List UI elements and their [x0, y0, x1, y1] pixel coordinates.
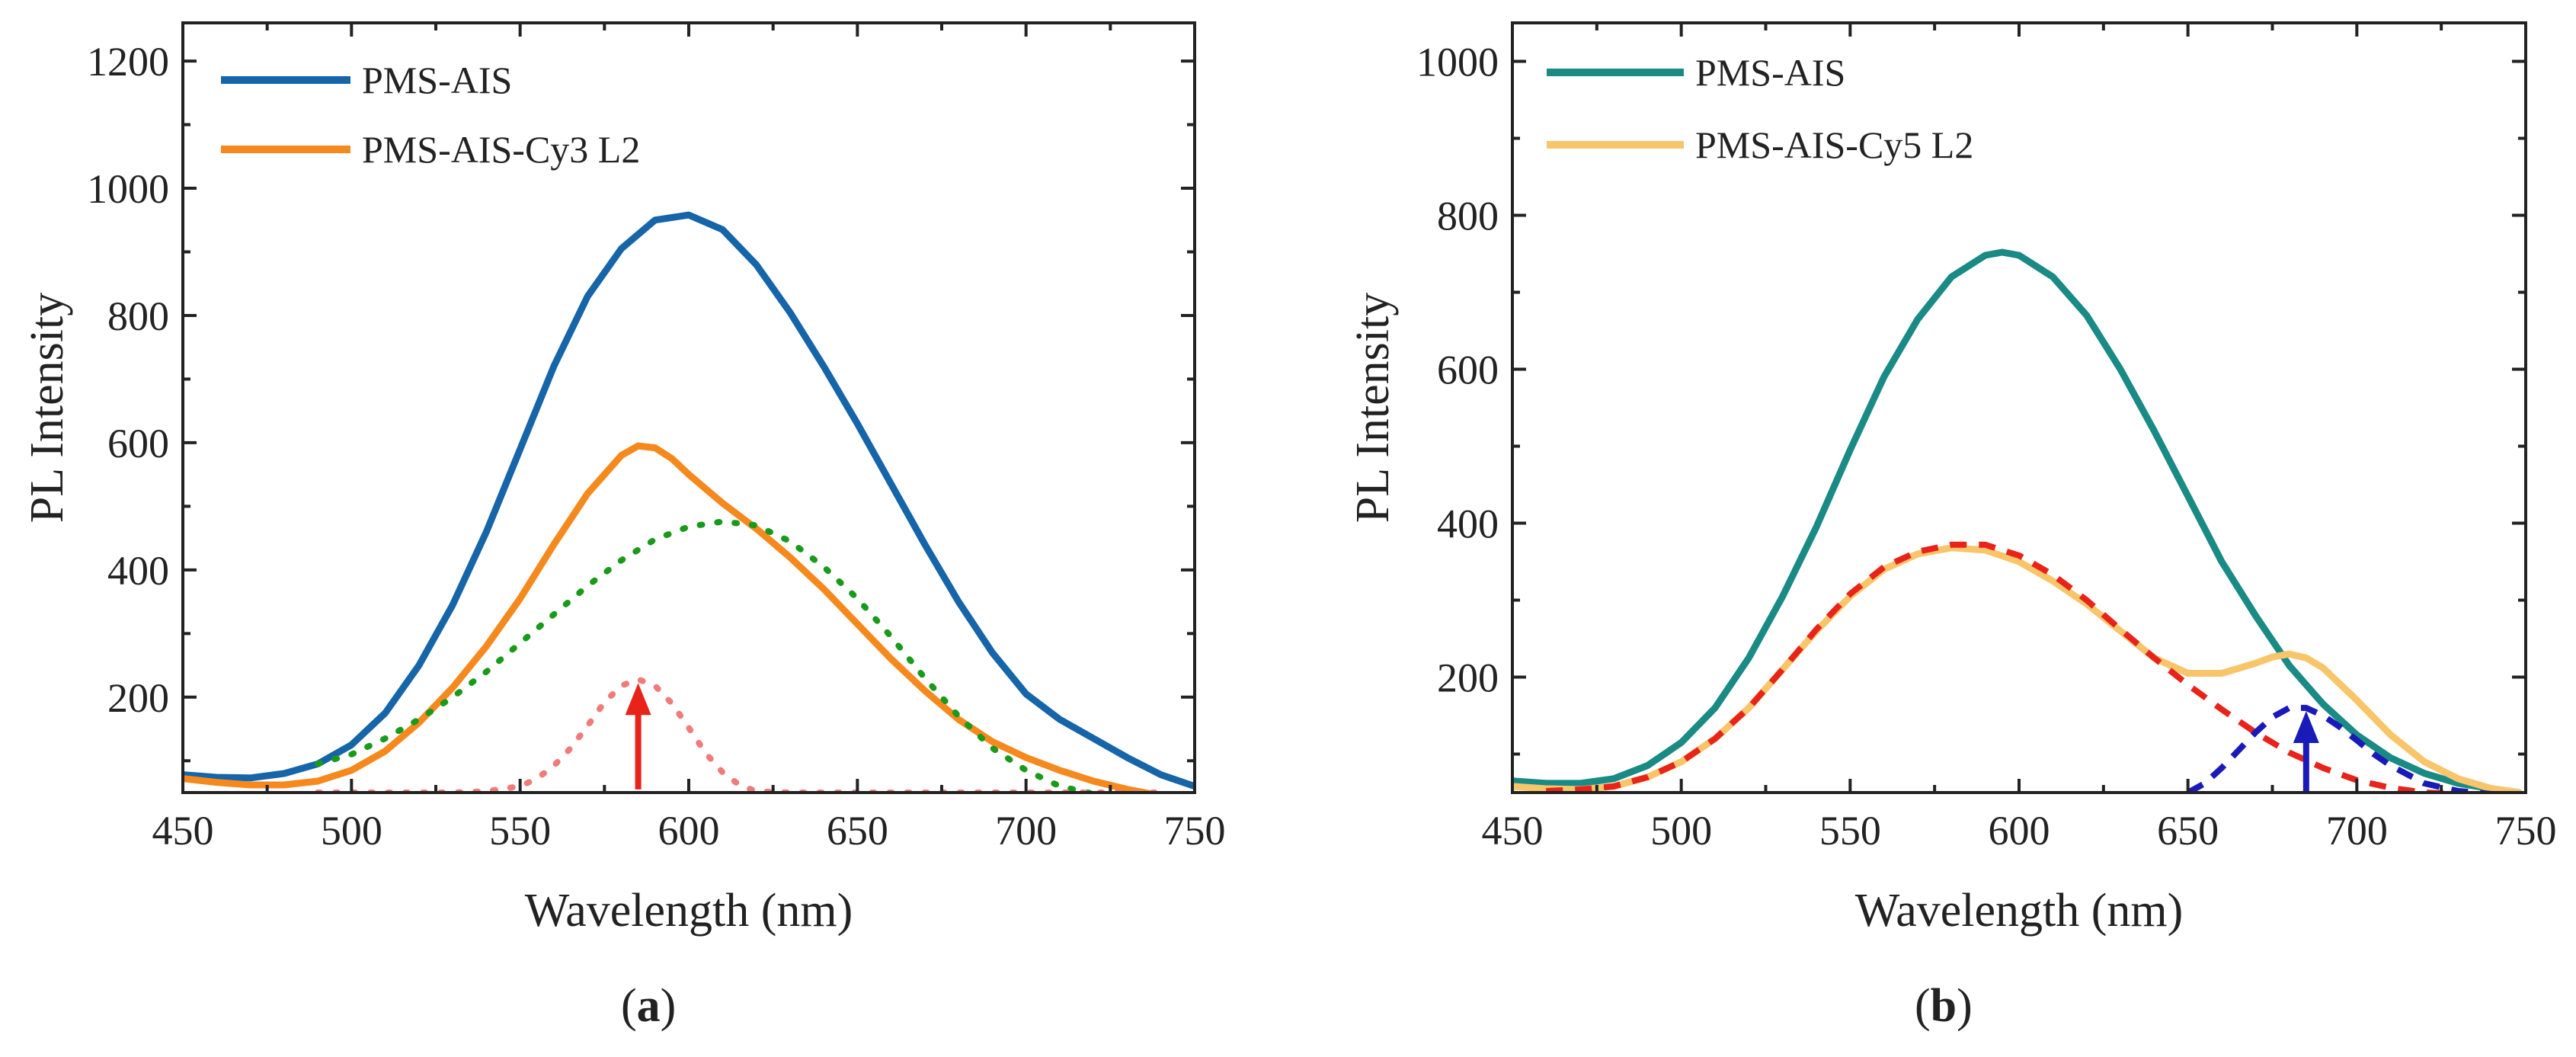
- chart-a-x-axis-title: Wavelength (nm): [525, 885, 853, 937]
- chart-a-plot-frame: [181, 21, 1196, 794]
- y-tick-label-600: 600: [107, 421, 169, 466]
- legend-label-pms-ais-b: PMS-AIS: [1695, 51, 1845, 94]
- chart-a-legend: PMS-AIS PMS-AIS-Cy3 L2: [221, 59, 640, 171]
- y-tick-label-400: 400: [107, 548, 169, 594]
- y-tick-label-400: 400: [1437, 501, 1499, 547]
- series-line-pms-ais-b: [1512, 248, 2523, 793]
- y-tick-label-600: 600: [1437, 348, 1499, 393]
- chart-b-plot-frame: [1511, 21, 2527, 794]
- x-tick-label-450: 450: [152, 808, 214, 854]
- chart-b-y-axis-title: PL Intensity: [1347, 293, 1399, 524]
- y-tick-label-800: 800: [107, 293, 169, 339]
- x-tick-label-450: 450: [1482, 808, 1544, 854]
- x-tick-label-550: 550: [489, 808, 551, 854]
- series-line-pms-ais-cy3-l2-a: [183, 442, 1163, 793]
- series-line-pms-ais-a: [183, 211, 1195, 790]
- series-line-fit-component-2-b: [2186, 704, 2520, 793]
- chart-a-y-axis-title: PL Intensity: [21, 293, 73, 524]
- series-line-fit-component-1-a: [315, 518, 1109, 793]
- annotation-arrow-head: [2293, 711, 2319, 743]
- y-tick-label-200: 200: [107, 675, 169, 721]
- y-tick-label-800: 800: [1437, 194, 1499, 239]
- chart-a-annotations: [625, 683, 651, 790]
- chart-a: 450 500 550 600 650 700 750 200 400 600 800 1000 120…: [21, 21, 1226, 1032]
- x-tick-label-650: 650: [827, 808, 888, 854]
- annotation-arrow-a-0: [625, 683, 651, 790]
- x-tick-label-500: 500: [321, 808, 382, 854]
- chart-b-legend: PMS-AIS PMS-AIS-Cy5 L2: [1547, 51, 1973, 166]
- annotation-arrow-b-0: [2293, 711, 2319, 791]
- x-tick-label-700: 700: [2326, 808, 2388, 854]
- x-tick-label-750: 750: [2495, 808, 2557, 854]
- y-tick-label-200: 200: [1437, 655, 1499, 701]
- x-tick-label-600: 600: [1989, 808, 2050, 854]
- chart-b-ticks: 450 500 550 600 650 700 750 200 400 600 800 1000: [1416, 23, 2557, 854]
- x-tick-label-750: 750: [1164, 808, 1226, 854]
- x-tick-label-700: 700: [995, 808, 1057, 854]
- chart-b-panel-label: (b): [1915, 980, 1973, 1032]
- x-tick-label-650: 650: [2157, 808, 2219, 854]
- series-line-fit-component-1-b: [1546, 541, 2492, 793]
- chart-b-x-axis-title: Wavelength (nm): [1855, 885, 2184, 937]
- legend-label-pms-ais-cy5: PMS-AIS-Cy5 L2: [1695, 123, 1973, 166]
- x-tick-label-550: 550: [1819, 808, 1881, 854]
- legend-label-pms-ais: PMS-AIS: [362, 59, 512, 101]
- chart-b-annotations: [2293, 711, 2319, 791]
- chart-a-ticks: 450 500 550 600 650 700 750 200 400 600 800 1000 120…: [87, 23, 1226, 854]
- chart-a-series: [183, 211, 1195, 793]
- annotation-arrow-head: [625, 683, 651, 716]
- x-tick-label-500: 500: [1650, 808, 1712, 854]
- chart-a-panel-label: (a): [621, 980, 676, 1032]
- x-tick-label-600: 600: [658, 808, 720, 854]
- series-line-fit-component-2-a: [315, 676, 1164, 793]
- chart-b: 450 500 550 600 650 700 750 200 400 600 800 1000 PM…: [1347, 21, 2557, 1032]
- legend-label-pms-ais-cy3: PMS-AIS-Cy3 L2: [362, 128, 640, 171]
- y-tick-label-1000: 1000: [1416, 40, 1499, 85]
- chart-b-series: [1512, 248, 2523, 793]
- y-tick-label-1200: 1200: [87, 39, 169, 85]
- y-tick-label-1000: 1000: [87, 166, 169, 212]
